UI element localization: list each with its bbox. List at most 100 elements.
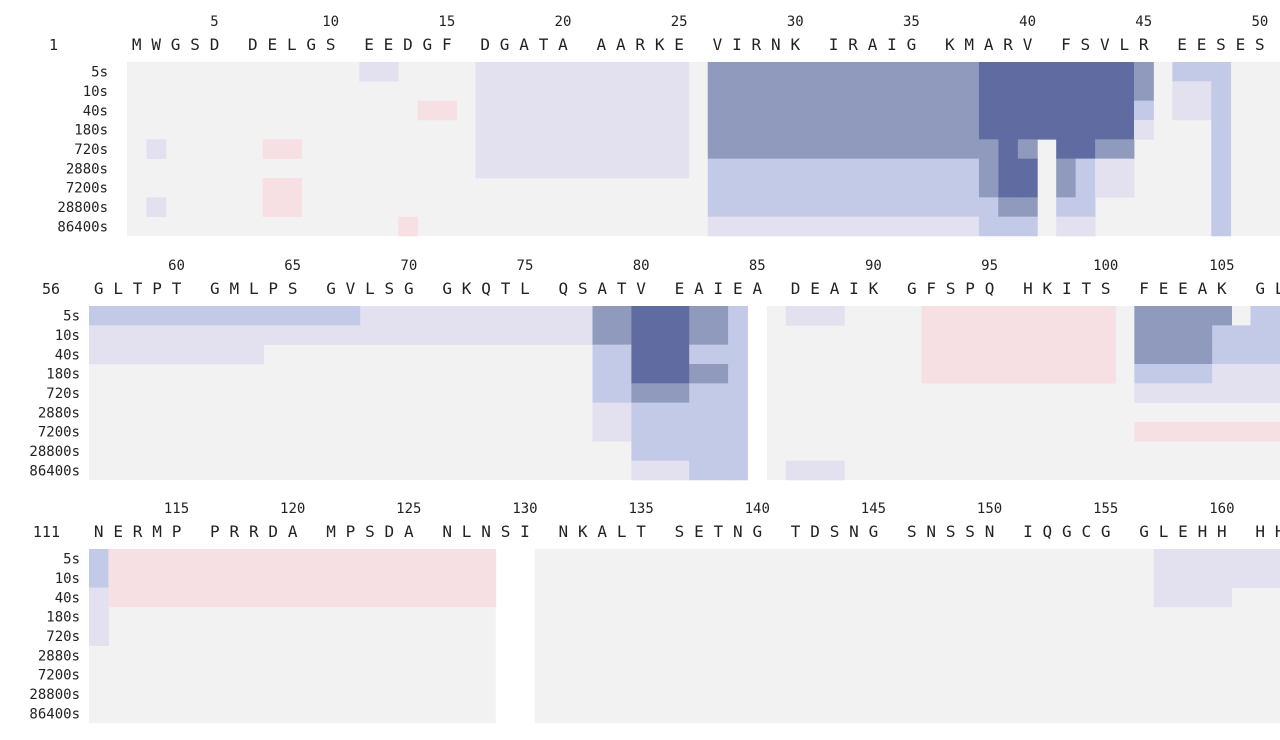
- heatmap-cell: [1017, 158, 1038, 198]
- tick-label: 75: [517, 258, 534, 274]
- residue-letter: D: [791, 279, 801, 298]
- heatmap-cell: [728, 306, 748, 481]
- timepoint-label: 10s: [55, 571, 80, 587]
- residue-letter: P: [268, 279, 278, 298]
- heatmap-cell: [360, 306, 593, 326]
- tick-label: 150: [977, 501, 1002, 517]
- residue-letter: P: [210, 522, 220, 541]
- residue-letter: I: [520, 522, 530, 541]
- tick-label: 140: [745, 501, 770, 517]
- timepoint-label: 10s: [55, 328, 80, 344]
- heatmap-cell: [631, 402, 690, 461]
- residue-letter: G: [326, 279, 336, 298]
- heatmap-cell: [978, 197, 999, 237]
- tick-label: 135: [628, 501, 653, 517]
- residue-letter: N: [559, 522, 569, 541]
- residue-letter: E: [384, 35, 394, 54]
- residue-letter: A: [597, 35, 607, 54]
- residue-letter: D: [268, 522, 278, 541]
- tick-label: 65: [284, 258, 301, 274]
- timepoint-label: 40s: [55, 590, 80, 606]
- residue-letter: I: [887, 35, 897, 54]
- residue-letter: S: [1216, 35, 1226, 54]
- timepoint-label: 40s: [55, 347, 80, 363]
- residue-letter: M: [230, 279, 240, 298]
- tick-label: 15: [438, 14, 455, 30]
- residue-letter: G: [1101, 522, 1111, 541]
- residue-letter: A: [752, 279, 762, 298]
- residue-letter: S: [365, 522, 375, 541]
- heatmap-cell: [108, 549, 497, 608]
- timepoint-label: 28800s: [29, 444, 80, 460]
- tick-label: 70: [400, 258, 417, 274]
- residue-letter: F: [1061, 35, 1071, 54]
- residue-letter: E: [674, 35, 684, 54]
- residue-letter: H: [1255, 522, 1265, 541]
- residue-letter: G: [869, 522, 879, 541]
- residue-letter: V: [346, 279, 356, 298]
- residue-letter: G: [1139, 522, 1149, 541]
- residue-letter: T: [1081, 279, 1091, 298]
- residue-letter: A: [616, 35, 626, 54]
- residue-letter: K: [655, 35, 665, 54]
- residue-letter: V: [1023, 35, 1033, 54]
- heatmap-cell: [89, 344, 264, 365]
- residue-letter: S: [965, 522, 975, 541]
- residue-letter: F: [1139, 279, 1149, 298]
- heatmap-cell: [1056, 197, 1077, 217]
- residue-letter: H: [1217, 522, 1227, 541]
- residue-letter: N: [733, 522, 743, 541]
- heatmap-cell: [417, 100, 457, 121]
- timepoint-label: 2880s: [66, 161, 108, 177]
- residue-letter: T: [714, 522, 724, 541]
- residue-letter: N: [481, 522, 491, 541]
- residue-letter: L: [287, 35, 297, 54]
- heatmap-cell: [1211, 62, 1232, 237]
- heatmap-cell: [89, 587, 109, 646]
- residue-letter: G: [210, 279, 220, 298]
- heatmap-cell: [1095, 139, 1135, 159]
- heatmap-cell: [707, 62, 980, 159]
- tick-label: 100: [1093, 258, 1118, 274]
- heatmap-cell: [1134, 306, 1232, 326]
- sequence-start-number: 56: [42, 280, 60, 298]
- heatmap-cell: [998, 216, 1038, 237]
- timepoint-label: 2880s: [38, 648, 80, 664]
- residue-letter: R: [1139, 35, 1149, 54]
- residue-letter: I: [1062, 279, 1072, 298]
- timepoint-label: 7200s: [38, 425, 80, 441]
- residue-letter: V: [1100, 35, 1110, 54]
- heatmap-cell: [475, 62, 690, 179]
- timepoint-label: 180s: [74, 123, 108, 139]
- heatmap-cell: [1172, 81, 1212, 121]
- residue-letter: D: [480, 35, 490, 54]
- heatmap-cell: [1056, 139, 1096, 159]
- residue-letter: L: [365, 279, 375, 298]
- heatmap-cell: [1212, 344, 1280, 365]
- timepoint-label: 28800s: [57, 200, 108, 216]
- residue-letter: S: [501, 522, 511, 541]
- residue-letter: E: [1178, 279, 1188, 298]
- residue-letter: T: [791, 522, 801, 541]
- residue-letter: P: [346, 522, 356, 541]
- residue-letter: D: [248, 35, 258, 54]
- residue-letter: A: [984, 35, 994, 54]
- tick-label: 85: [749, 258, 766, 274]
- residue-letter: N: [771, 35, 781, 54]
- heatmap-cell: [89, 325, 593, 345]
- heatmap-cell: [689, 383, 729, 481]
- residue-letter: G: [94, 279, 104, 298]
- timepoint-label: 720s: [46, 386, 80, 402]
- heatmap-cell: [89, 306, 361, 326]
- heatmap-cell: [785, 306, 845, 326]
- residue-letter: L: [1119, 35, 1129, 54]
- heatmap-cell: [1095, 158, 1135, 198]
- timepoint-label: 7200s: [38, 668, 80, 684]
- timepoint-label: 180s: [46, 610, 80, 626]
- heatmap-cell: [1134, 119, 1154, 140]
- residue-letter: G: [752, 522, 762, 541]
- residue-letter: L: [462, 522, 472, 541]
- heatmap-cell: [592, 344, 632, 403]
- heatmap-cell: [1134, 62, 1154, 101]
